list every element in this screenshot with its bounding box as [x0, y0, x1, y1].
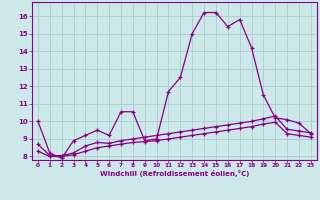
X-axis label: Windchill (Refroidissement éolien,°C): Windchill (Refroidissement éolien,°C): [100, 170, 249, 177]
